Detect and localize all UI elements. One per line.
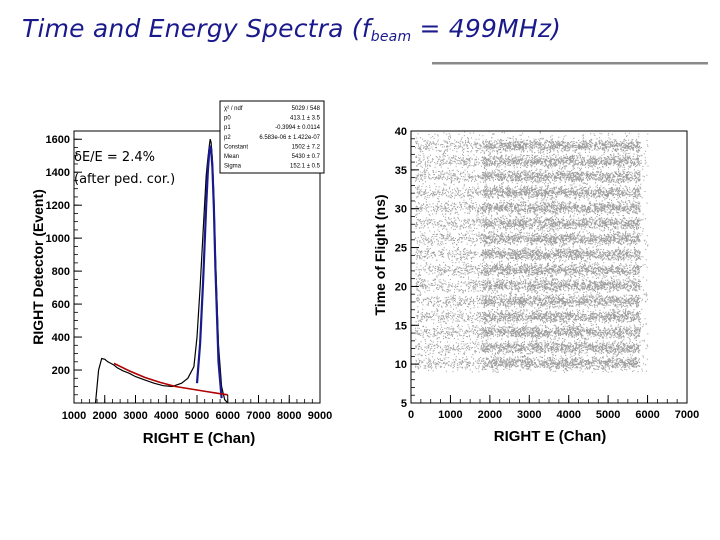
tof-x-tick-label: 6000 <box>635 409 659 421</box>
tof-x-tick-label: 3000 <box>517 409 541 421</box>
energy-x-tick-label: 5000 <box>185 410 209 422</box>
energy-tick-labels: 1000 2000 3000 4000 5000 6000 7000 8000 9000 200 4… <box>46 134 333 422</box>
tof-axis-ticks <box>410 130 688 404</box>
energy-y-tick-label: 200 <box>52 365 70 377</box>
tof-y-tick-label: 15 <box>395 320 407 332</box>
energy-y-tick-label: 400 <box>52 332 70 344</box>
energy-background-fit-line <box>113 362 228 396</box>
resolution-annotation: δE/E = 2.4% <box>74 150 155 165</box>
energy-y-tick-label: 600 <box>52 299 70 311</box>
tof-x-tick-label: 4000 <box>556 409 580 421</box>
stats-label: χ² / ndf <box>224 106 243 112</box>
tof-x-tick-label: 2000 <box>478 409 502 421</box>
stats-label: p2 <box>224 135 231 141</box>
energy-series-group <box>94 139 229 404</box>
stats-value: 152.1 ± 0.5 <box>290 164 321 170</box>
title-underline <box>432 62 708 65</box>
tof-y-tick-label: 30 <box>395 204 407 216</box>
stats-label: Sigma <box>224 164 242 170</box>
slide-title-main: Time and Energy Spectra (f <box>22 14 371 43</box>
stats-value: -0.3994 ± 0.0114 <box>275 125 321 131</box>
tof-y-tick-label: 20 <box>395 281 407 293</box>
tof-scatter-points <box>414 131 649 373</box>
stats-label: p1 <box>224 125 231 131</box>
energy-y-tick-label: 800 <box>52 266 70 278</box>
tof-y-tick-label: 35 <box>395 165 407 177</box>
energy-y-tick-label: 1000 <box>46 233 70 245</box>
energy-x-tick-label: 9000 <box>308 410 332 422</box>
stats-value: 6.583e-06 ± 1.422e-07 <box>259 135 320 141</box>
tof-y-tick-label: 5 <box>401 398 407 410</box>
stats-label: p0 <box>224 116 231 122</box>
tof-tick-labels: 0 1000 2000 3000 4000 5000 6000 7000 5 10 15 20 25 30… <box>395 126 699 421</box>
energy-x-axis-label: RIGHT E (Chan) <box>143 430 256 447</box>
energy-x-tick-label: 3000 <box>123 410 147 422</box>
fit-stats-box: χ² / ndf 5029 / 548 p0 413.1 ± 3.5 p1 -0.3994… <box>219 100 325 174</box>
energy-x-tick-label: 7000 <box>246 410 270 422</box>
slide-title-tail: = 499MHz) <box>411 14 562 43</box>
energy-y-tick-label: 1200 <box>46 200 70 212</box>
tof-y-tick-label: 10 <box>395 359 407 371</box>
stats-value: 5029 / 548 <box>292 106 321 112</box>
energy-x-tick-label: 4000 <box>154 410 178 422</box>
energy-x-tick-label: 2000 <box>93 410 117 422</box>
energy-x-tick-label: 6000 <box>216 410 240 422</box>
tof-x-tick-label: 0 <box>408 409 414 421</box>
stats-value: 413.1 ± 3.5 <box>290 116 321 122</box>
energy-gauss-fit-line <box>195 145 223 399</box>
pedestal-annotation: (after ped. cor.) <box>74 172 176 187</box>
tof-x-tick-label: 1000 <box>438 409 462 421</box>
slide-title-subscript: beam <box>370 29 412 45</box>
tof-x-tick-label: 7000 <box>675 409 699 421</box>
tof-scatter-dots <box>414 131 649 373</box>
energy-x-tick-label: 1000 <box>62 410 86 422</box>
energy-x-tick-label: 8000 <box>277 410 301 422</box>
energy-y-axis-label: RIGHT Detector (Event) <box>30 189 46 345</box>
tof-y-axis-label: Time of Flight (ns) <box>372 194 388 315</box>
stats-label: Mean <box>224 154 239 160</box>
slide-title: Time and Energy Spectra (fbeam = 499MHz) <box>22 14 561 45</box>
stats-value: 5430 ± 0.7 <box>292 154 321 160</box>
tof-y-tick-label: 25 <box>395 243 407 255</box>
tof-x-axis-label: RIGHT E (Chan) <box>494 428 607 445</box>
stats-label: Constant <box>224 144 248 150</box>
tof-y-tick-label: 40 <box>395 126 407 138</box>
energy-y-tick-label: 1400 <box>46 167 70 179</box>
tof-x-tick-label: 5000 <box>596 409 620 421</box>
energy-y-tick-label: 1600 <box>46 134 70 146</box>
stats-value: 1502 ± 7.2 <box>292 144 321 150</box>
